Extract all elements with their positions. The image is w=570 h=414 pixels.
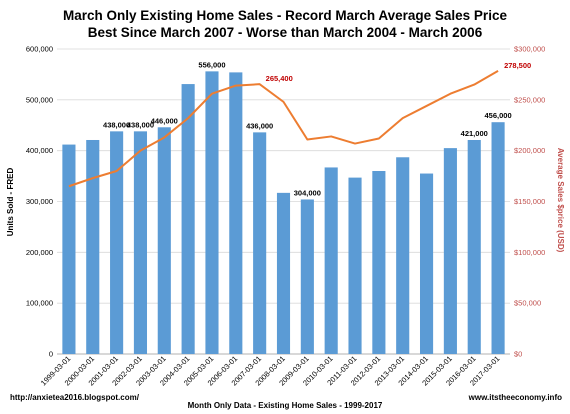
y-tick-label: 400,000 [26, 146, 53, 155]
y-tick-label: 600,000 [26, 45, 53, 54]
bar-data-label: 446,000 [151, 116, 178, 125]
bar [396, 157, 410, 354]
price-line [68, 69, 499, 188]
line-data-label: 278,500 [504, 61, 531, 70]
bar-data-label: 438,000 [103, 120, 130, 129]
line-series [68, 69, 499, 188]
chart-title: March Only Existing Home Sales - Record … [63, 8, 507, 23]
line-data-label: 265,400 [266, 74, 293, 83]
bar-data-label: 304,000 [294, 188, 321, 197]
bar [62, 144, 76, 354]
bar [253, 132, 267, 354]
bar [205, 71, 219, 354]
bar [467, 139, 481, 354]
x-axis: 1999-03-012000-03-012001-03-012002-03-01… [39, 354, 502, 387]
bar-data-label: 421,000 [461, 129, 488, 138]
y2-tick-label: $200,000 [514, 146, 545, 155]
y2-tick-label: $0 [514, 350, 522, 359]
bar-data-label: 456,000 [485, 111, 512, 120]
bar [276, 192, 291, 354]
y-axis-title: Units Sold - FRED [6, 168, 15, 237]
bar [491, 122, 505, 354]
y2-tick-label: $300,000 [514, 45, 545, 54]
line-data-labels: 265,400 278,500 [266, 61, 532, 83]
y2-tick-label: $150,000 [514, 197, 545, 206]
y2-tick-label: $50,000 [514, 299, 541, 308]
bar [133, 131, 148, 354]
y-tick-label: 200,000 [26, 248, 53, 257]
bar-data-label: 436,000 [246, 121, 273, 130]
y2-axis-title: Average Sales $price (USD) [556, 148, 565, 253]
bar-series [62, 71, 505, 355]
bar [372, 171, 386, 354]
bar [348, 177, 362, 354]
bar [86, 139, 100, 354]
bar [324, 167, 338, 354]
y2-tick-label: $100,000 [514, 248, 545, 257]
chart-subtitle: Best Since March 2007 - Worse than March… [88, 25, 483, 40]
bar [181, 84, 195, 354]
footer-right-text: www.itstheeconomy.info [468, 393, 562, 402]
bar [419, 173, 434, 354]
x-axis-title: Month Only Data - Existing Home Sales - … [188, 401, 383, 410]
bar-data-label: 556,000 [198, 60, 225, 69]
bar-data-labels: 438,000438,000446,000556,000436,000304,0… [103, 60, 512, 197]
bar [300, 199, 314, 354]
y2-tick-label: $250,000 [514, 95, 545, 104]
y-tick-label: 100,000 [26, 299, 53, 308]
bar [157, 127, 171, 355]
y-tick-label: 500,000 [26, 95, 53, 104]
y-tick-label: 0 [49, 350, 53, 359]
y-tick-label: 300,000 [26, 197, 53, 206]
bar-data-label: 438,000 [127, 120, 154, 129]
footer-left-link[interactable]: http://anxietea2016.blogspot.com/ [10, 393, 140, 402]
y-axis-left: 0 100,000 200,000 300,000 400,000 500,000 600,… [26, 45, 53, 359]
y-axis-right: $0 $50,000 $100,000 $150,000 $200,000 $250,00… [514, 45, 545, 359]
bar [229, 72, 243, 354]
bar [110, 131, 124, 354]
bar [443, 148, 457, 354]
